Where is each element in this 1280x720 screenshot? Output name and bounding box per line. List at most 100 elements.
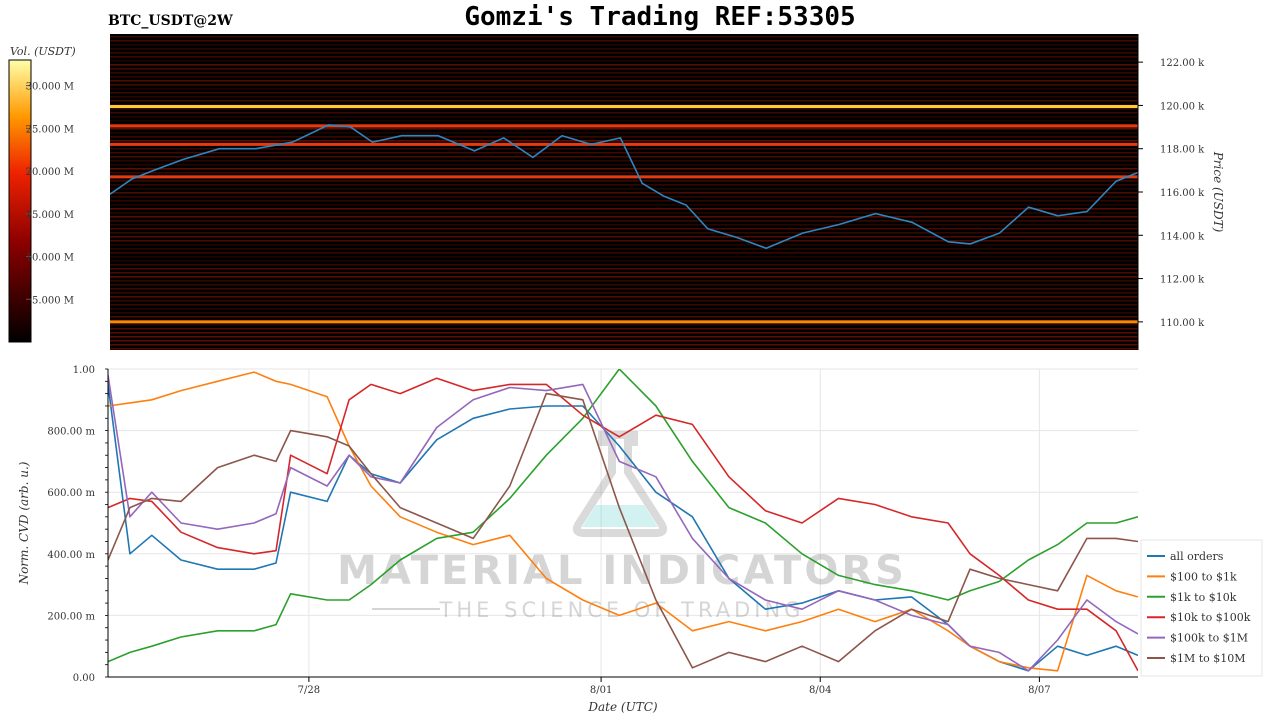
heatmap-row xyxy=(110,188,1138,190)
cvd-legend: all orders $100 to $1k $1k to $10k $10k to … xyxy=(1140,539,1263,677)
heatmap-row xyxy=(110,120,1138,122)
price-tick-label: 116.00 k xyxy=(1160,188,1205,199)
cvd-y-tick-label: 0.00 xyxy=(73,673,95,684)
colorbar-label: Vol. (USDT) xyxy=(10,45,76,58)
legend-label: $1k to $10k xyxy=(1170,591,1237,604)
cvd-series-line xyxy=(108,392,1138,669)
heatmap-row xyxy=(110,172,1138,174)
legend-label: $1M to $10M xyxy=(1170,652,1246,665)
price-line xyxy=(110,124,1138,250)
price-line-group xyxy=(110,124,1138,250)
heatmap-row xyxy=(110,224,1138,226)
heatmap-row xyxy=(110,116,1138,118)
cvd-y-tick-label: 200.00 m xyxy=(47,611,95,622)
heatmap-row xyxy=(110,328,1138,330)
liquidity-level xyxy=(110,105,1138,109)
heatmap-row xyxy=(110,212,1138,214)
colorbar-tick-label: 30.000 M xyxy=(26,82,74,93)
heatmap-row xyxy=(110,336,1138,338)
heatmap-row xyxy=(110,44,1138,46)
liquidity-level xyxy=(110,175,1138,179)
heatmap-row xyxy=(110,80,1138,82)
heatmap-panel: 110.00 k 112.00 k 114.00 k 116.00 k 118.00 k… xyxy=(110,34,1225,350)
flask-icon xyxy=(572,431,668,537)
colorbar-tick-label: 25.000 M xyxy=(26,124,74,135)
cvd-series-lines xyxy=(108,369,1138,672)
heatmap-row xyxy=(110,52,1138,54)
heatmap-row xyxy=(110,136,1138,138)
heatmap-row xyxy=(110,196,1138,198)
heatmap-row xyxy=(110,180,1138,182)
watermark-tagline: THE SCIENCE OF TRADING xyxy=(439,598,805,622)
heatmap-row xyxy=(110,112,1138,114)
legend-box xyxy=(1140,539,1263,677)
cvd-y-tick-label: 400.00 m xyxy=(47,550,95,561)
heatmap-row xyxy=(110,304,1138,306)
colorbar-tick-label: 20.000 M xyxy=(26,167,74,178)
heatmap-row xyxy=(110,284,1138,286)
cvd-series-line xyxy=(108,371,1138,672)
heatmap-row xyxy=(110,288,1138,290)
chart-title: Gomzi's Trading REF:53305 xyxy=(464,2,855,32)
price-tick-label: 118.00 k xyxy=(1160,145,1205,156)
heatmap-row xyxy=(110,184,1138,186)
heatmap-background xyxy=(110,34,1138,350)
price-axis-label: Price (USDT) xyxy=(1211,151,1225,233)
heatmap-row xyxy=(110,148,1138,150)
symbol-label: BTC_USDT@2W xyxy=(108,13,233,29)
price-tick-label: 122.00 k xyxy=(1160,58,1205,69)
cvd-x-tick-label: 8/07 xyxy=(1028,685,1050,696)
watermark: MATERIAL INDICATORS THE SCIENCE OF TRADI… xyxy=(337,431,904,622)
heatmap-row xyxy=(110,96,1138,98)
heatmap-row xyxy=(110,300,1138,302)
heatmap-row xyxy=(110,276,1138,278)
heatmap-row xyxy=(110,228,1138,230)
legend-label: $10k to $100k xyxy=(1170,611,1251,624)
heatmap-row xyxy=(110,252,1138,254)
heatmap-row xyxy=(110,108,1138,110)
heatmap-row xyxy=(110,48,1138,50)
liquidity-level xyxy=(110,124,1138,128)
colorbar: Vol. (USDT) 5.000 M 10.000 M 15.000 M 20.00… xyxy=(8,45,76,343)
heatmap-row xyxy=(110,340,1138,342)
heatmap-row xyxy=(110,268,1138,270)
heatmap-row xyxy=(110,280,1138,282)
colorbar-tick-label: 15.000 M xyxy=(26,210,74,221)
heatmap-row xyxy=(110,344,1138,346)
cvd-x-axis-label: Date (UTC) xyxy=(587,700,657,714)
legend-items: all orders $100 to $1k $1k to $10k $10k to … xyxy=(1147,550,1251,665)
cvd-y-tick-label: 1.00 xyxy=(73,365,95,376)
heatmap-row xyxy=(110,192,1138,194)
cvd-panel: MATERIAL INDICATORS THE SCIENCE OF TRADI… xyxy=(17,365,1138,714)
cvd-series-line xyxy=(108,377,1138,672)
cvd-x-tick-label: 8/01 xyxy=(590,685,612,696)
heatmap-row xyxy=(110,140,1138,142)
heatmap-row xyxy=(110,88,1138,90)
heatmap-row xyxy=(110,292,1138,294)
heatmap-row xyxy=(110,152,1138,154)
heatmap-row xyxy=(110,64,1138,66)
heatmap-row xyxy=(110,332,1138,334)
heatmap-row xyxy=(110,248,1138,250)
heatmap-row xyxy=(110,68,1138,70)
cvd-y-tick-label: 600.00 m xyxy=(47,488,95,499)
cvd-axes: 0.00 200.00 m 400.00 m 600.00 m 800.00 m 1.00… xyxy=(47,365,1138,696)
heatmap-row xyxy=(110,312,1138,314)
colorbar-tick-label: 5.000 M xyxy=(32,295,74,306)
heatmap-row xyxy=(110,256,1138,258)
heatmap-row xyxy=(110,208,1138,210)
heatmap-row xyxy=(110,36,1138,38)
cvd-x-tick-label: 7/28 xyxy=(298,685,320,696)
cvd-y-tick-label: 800.00 m xyxy=(47,427,95,438)
heatmap-row xyxy=(110,220,1138,222)
heatmap-row xyxy=(110,244,1138,246)
colorbar-ticks: 5.000 M 10.000 M 15.000 M 20.000 M 25.000 M 3… xyxy=(26,82,74,307)
colorbar-gradient xyxy=(8,59,32,343)
heatmap-row xyxy=(110,132,1138,134)
heatmap-row xyxy=(110,324,1138,326)
heatmap-row xyxy=(110,60,1138,62)
price-tick-label: 112.00 k xyxy=(1160,275,1205,286)
cvd-series-line xyxy=(108,369,1138,663)
heatmap-row xyxy=(110,168,1138,170)
